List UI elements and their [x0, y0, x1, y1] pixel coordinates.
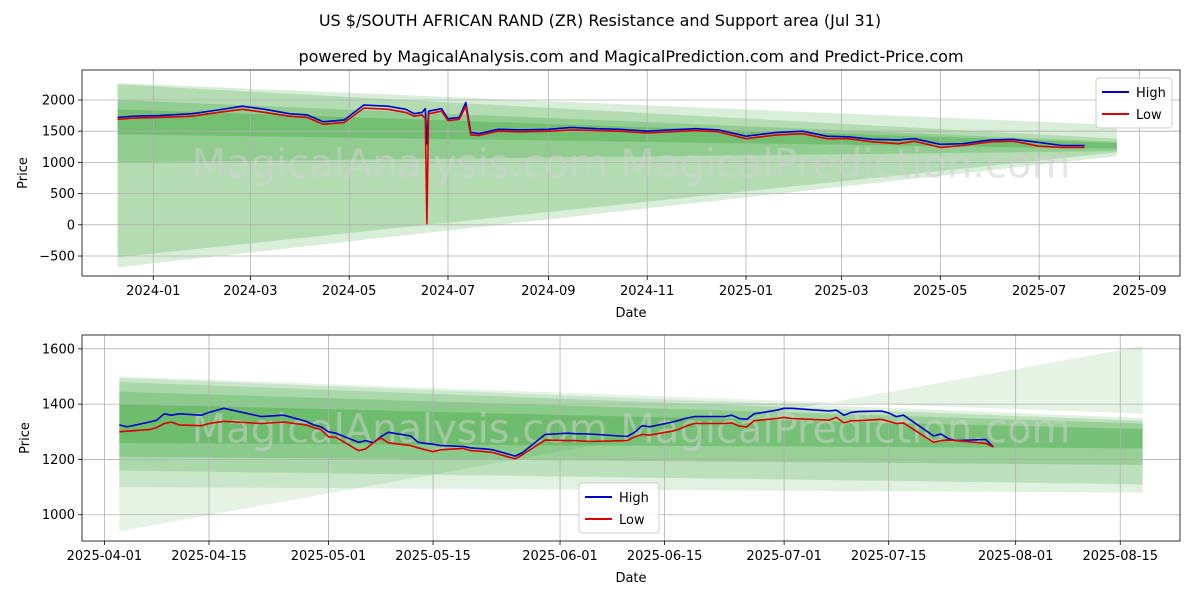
- x-axis-label: Date: [615, 306, 646, 321]
- x-tick-label: 2025-08-01: [978, 549, 1054, 564]
- y-tick-label: 1500: [42, 125, 75, 140]
- x-tick-label: 2024-05: [322, 284, 376, 299]
- x-tick-label: 2024-07: [421, 284, 475, 299]
- y-axis-label: Price: [16, 157, 31, 189]
- y-tick-label: 1600: [42, 342, 75, 357]
- axes-frame: [81, 69, 1181, 277]
- y-tick-label: 1000: [42, 508, 75, 523]
- x-tick-label: 2025-04-15: [171, 549, 247, 564]
- x-tick-label: 2024-09: [521, 284, 575, 299]
- support-resistance-band-2: [117, 84, 1117, 258]
- legend-label-low: Low: [619, 513, 645, 528]
- y-tick-label: 2000: [42, 93, 75, 108]
- x-tick-label: 2024-03: [223, 284, 277, 299]
- x-tick-label: 2024-11: [620, 284, 674, 299]
- plot-area: MagicalAnalysis.com MagicalPrediction.co…: [82, 335, 1180, 541]
- y-axis-label: Price: [18, 422, 33, 454]
- x-tick-label: 2025-07-15: [851, 549, 927, 564]
- x-axis-label: Date: [615, 571, 646, 586]
- series-line-high: [119, 407, 994, 457]
- x-tick-label: 2025-04-01: [67, 549, 143, 564]
- y-tick-label: 0: [67, 218, 75, 233]
- x-tick-label: 2025-05-15: [395, 549, 471, 564]
- axes-frame: [81, 334, 1181, 542]
- x-tick-label: 2025-09: [1112, 284, 1166, 299]
- x-tick-label: 2025-05-01: [291, 549, 367, 564]
- plot-area: MagicalAnalysis.com MagicalPrediction.co…: [82, 70, 1180, 276]
- x-tick-label: 2025-06-15: [627, 549, 703, 564]
- y-tick-label: 500: [50, 187, 75, 202]
- watermark: MagicalAnalysis.com MagicalPrediction.co…: [192, 407, 1071, 453]
- x-tick-label: 2025-08-15: [1082, 549, 1158, 564]
- x-tick-label: 2025-05: [913, 284, 967, 299]
- chart-subtitle: powered by MagicalAnalysis.com and Magic…: [298, 47, 963, 66]
- support-resistance-band-3: [119, 382, 1143, 485]
- upper-chart-panel: MagicalAnalysis.com MagicalPrediction.co…: [16, 69, 1181, 321]
- legend-label-low: Low: [1136, 108, 1162, 123]
- legend: High Low: [1095, 77, 1173, 129]
- support-resistance-band-4: [119, 391, 1143, 465]
- y-tick-label: 1000: [42, 156, 75, 171]
- support-resistance-band-1: [117, 83, 1117, 268]
- watermark: MagicalAnalysis.com MagicalPrediction.co…: [192, 142, 1071, 188]
- x-tick-label: 2025-07-01: [746, 549, 822, 564]
- y-tick-label: −500: [39, 250, 75, 265]
- y-tick-label: 1200: [42, 453, 75, 468]
- x-tick-label: 2025-07: [1012, 284, 1066, 299]
- chart-title: US $/SOUTH AFRICAN RAND (ZR) Resistance …: [319, 11, 881, 30]
- x-tick-label: 2025-06-01: [522, 549, 598, 564]
- legend-box: [578, 482, 660, 534]
- support-resistance-band-1: [119, 346, 1143, 532]
- series-line-low: [119, 416, 994, 460]
- legend-label-high: High: [619, 491, 649, 506]
- x-tick-label: 2024-01: [126, 284, 180, 299]
- legend: High Low: [578, 482, 660, 534]
- x-tick-label: 2025-03: [814, 284, 868, 299]
- x-tick-label: 2025-01: [719, 284, 773, 299]
- legend-label-high: High: [1136, 86, 1166, 101]
- support-resistance-band-5: [119, 404, 1143, 449]
- y-tick-label: 1400: [42, 398, 75, 413]
- legend-box: [1095, 77, 1173, 129]
- lower-chart-panel: MagicalAnalysis.com MagicalPrediction.co…: [18, 334, 1181, 586]
- series-line-high: [117, 101, 1085, 147]
- series-line-low: [117, 105, 1085, 225]
